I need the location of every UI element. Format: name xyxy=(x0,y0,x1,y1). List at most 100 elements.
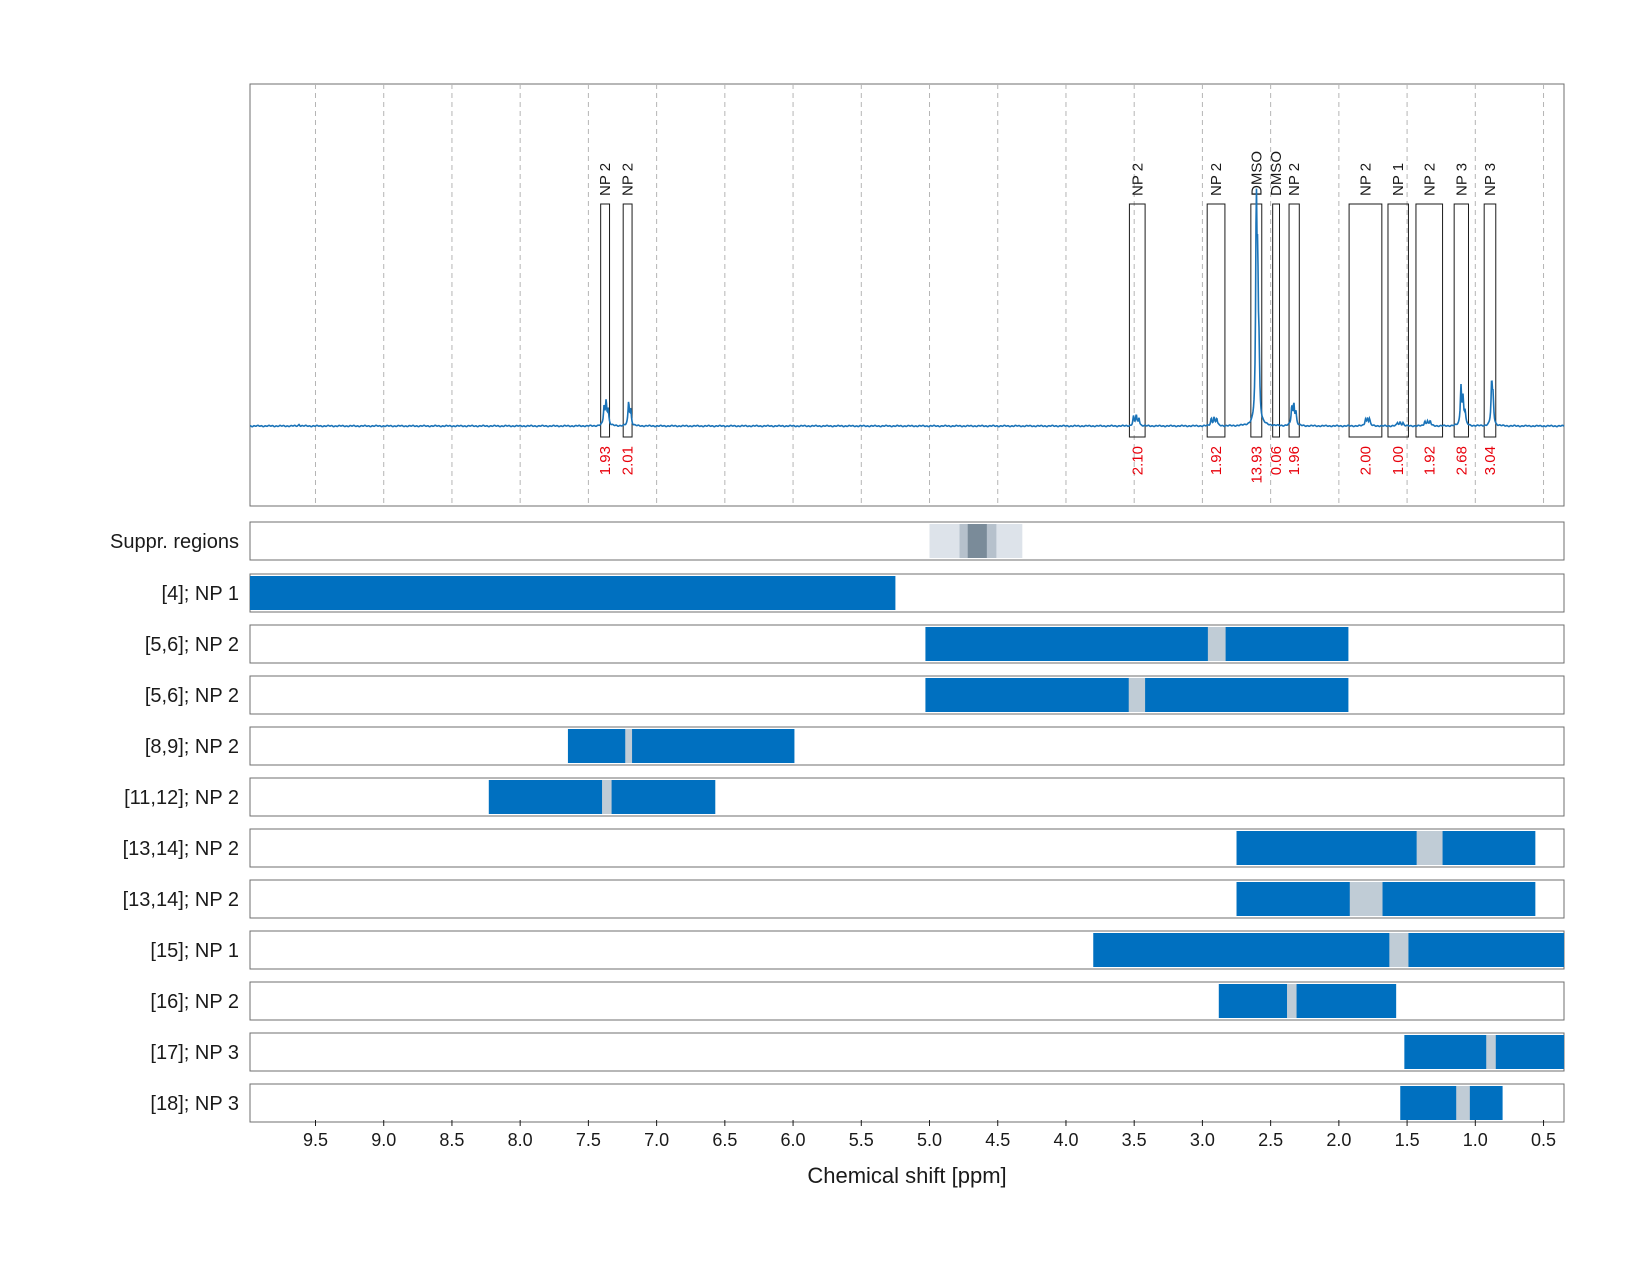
x-tick-label: 6.0 xyxy=(781,1130,806,1150)
range-gap xyxy=(1349,882,1383,916)
range-row: [5,6]; NP 2 xyxy=(145,624,1565,664)
range-bar xyxy=(567,729,795,763)
integral-label: NP 1 xyxy=(1390,163,1407,196)
range-bar xyxy=(1093,933,1564,967)
integral-region: NP 2 2.00 xyxy=(1348,163,1383,475)
integral-label: DMSO xyxy=(1268,151,1285,196)
integral-label: NP 2 xyxy=(1421,163,1438,196)
integral-label: NP 2 xyxy=(620,163,637,196)
x-axis: 9.5 9.0 8.5 8.0 7.5 7.0 6.5 6.0 5.5 5.0 4.5 4.0 3.5 3… xyxy=(303,1120,1556,1150)
integral-value: 2.00 xyxy=(1357,446,1374,475)
x-tick-label: 2.5 xyxy=(1258,1130,1283,1150)
integral-region: NP 2 1.93 xyxy=(597,163,614,475)
range-gap xyxy=(1287,984,1297,1018)
integral-box xyxy=(1415,203,1444,438)
row-frame xyxy=(249,777,1565,817)
spectrum-line xyxy=(249,188,1565,428)
integral-box xyxy=(1206,203,1226,438)
range-gap xyxy=(1389,933,1409,967)
range-row: [4]; NP 1 xyxy=(162,573,1565,613)
range-gap xyxy=(1207,627,1226,661)
range-bar xyxy=(250,576,896,610)
range-row: [16]; NP 2 xyxy=(150,981,1565,1021)
integral-box xyxy=(1453,203,1469,438)
integral-value: 1.00 xyxy=(1390,446,1407,475)
x-tick-label: 3.5 xyxy=(1122,1130,1147,1150)
x-tick-label: 1.0 xyxy=(1463,1130,1488,1150)
x-tick-label: 7.5 xyxy=(576,1130,601,1150)
row-label: [13,14]; NP 2 xyxy=(123,889,239,911)
row-label: [11,12]; NP 2 xyxy=(124,787,239,809)
integral-region: NP 2 1.96 xyxy=(1286,163,1303,475)
x-tick-label: 7.0 xyxy=(644,1130,669,1150)
spectrum-frame xyxy=(249,83,1565,507)
range-row: [13,14]; NP 2 xyxy=(123,879,1565,919)
x-tick-label: 4.5 xyxy=(985,1130,1010,1150)
integral-label: DMSO xyxy=(1248,151,1265,196)
range-row: [5,6]; NP 2 xyxy=(145,675,1565,715)
range-gap xyxy=(1128,678,1146,712)
x-tick-label: 2.0 xyxy=(1326,1130,1351,1150)
integral-value: 1.93 xyxy=(597,446,614,475)
row-label: Suppr. regions xyxy=(110,531,239,553)
integral-value: 1.96 xyxy=(1286,446,1303,475)
integral-value: 1.92 xyxy=(1421,446,1438,475)
integral-box xyxy=(1483,203,1497,438)
range-bar xyxy=(1400,1086,1503,1120)
integral-label: NP 2 xyxy=(1286,163,1303,196)
integral-label: NP 2 xyxy=(1208,163,1225,196)
integral-value: 2.01 xyxy=(620,446,637,475)
row-label: [5,6]; NP 2 xyxy=(145,685,239,707)
integral-value: 1.92 xyxy=(1208,446,1225,475)
integral-box xyxy=(1128,203,1146,438)
integral-region: NP 3 3.04 xyxy=(1482,163,1499,475)
range-row: [18]; NP 3 xyxy=(150,1083,1565,1123)
range-bar xyxy=(1236,831,1536,865)
range-bar xyxy=(1218,984,1397,1018)
x-tick-label: 9.5 xyxy=(303,1130,328,1150)
integral-region: DMSO 0.06 xyxy=(1268,151,1285,475)
suppression-segment xyxy=(967,524,987,558)
x-tick-label: 1.5 xyxy=(1395,1130,1420,1150)
integral-value: 13.93 xyxy=(1248,446,1265,484)
grid-lines xyxy=(314,84,1545,506)
row-frame xyxy=(249,726,1565,766)
integral-label: NP 2 xyxy=(597,163,614,196)
range-row: Suppr. regions xyxy=(110,521,1565,561)
integral-box xyxy=(600,203,611,438)
row-label: [17]; NP 3 xyxy=(150,1042,239,1064)
row-frame xyxy=(249,521,1565,561)
x-tick-label: 8.0 xyxy=(508,1130,533,1150)
range-row: [17]; NP 3 xyxy=(150,1032,1565,1072)
range-bar xyxy=(925,627,1349,661)
row-label: [8,9]; NP 2 xyxy=(145,736,239,758)
x-tick-label: 5.5 xyxy=(849,1130,874,1150)
row-label: [18]; NP 3 xyxy=(150,1093,239,1115)
integral-value: 2.10 xyxy=(1129,446,1146,475)
range-gap xyxy=(1416,831,1443,865)
integral-value: 3.04 xyxy=(1482,446,1499,475)
range-gap xyxy=(1456,1086,1470,1120)
range-rows: Suppr. regions [4]; NP 1 [5,6]; NP 2 [5,6];… xyxy=(110,521,1565,1123)
integral-label: NP 2 xyxy=(1129,163,1146,196)
integral-region: NP 2 1.92 xyxy=(1206,163,1226,475)
range-row: [15]; NP 1 xyxy=(150,930,1565,970)
row-label: [16]; NP 2 xyxy=(150,991,239,1013)
integral-region: NP 3 2.68 xyxy=(1453,163,1470,475)
x-tick-label: 3.0 xyxy=(1190,1130,1215,1150)
x-axis-label: Chemical shift [ppm] xyxy=(807,1163,1006,1188)
row-label: [4]; NP 1 xyxy=(162,583,239,605)
spectrum-panel: NP 2 1.93 NP 2 2.01 NP 2 2.10 NP 2 1.92 DMSO 13.9… xyxy=(249,83,1565,507)
x-tick-label: 0.5 xyxy=(1531,1130,1556,1150)
integral-region: NP 2 2.10 xyxy=(1128,163,1146,475)
range-gap xyxy=(625,729,633,763)
row-frame xyxy=(249,624,1565,664)
row-label: [13,14]; NP 2 xyxy=(123,838,239,860)
x-tick-label: 5.0 xyxy=(917,1130,942,1150)
range-gap xyxy=(1486,1035,1496,1069)
row-label: [15]; NP 1 xyxy=(150,940,239,962)
integral-region: NP 2 1.92 xyxy=(1415,163,1444,475)
range-gap xyxy=(602,780,612,814)
range-row: [8,9]; NP 2 xyxy=(145,726,1565,766)
